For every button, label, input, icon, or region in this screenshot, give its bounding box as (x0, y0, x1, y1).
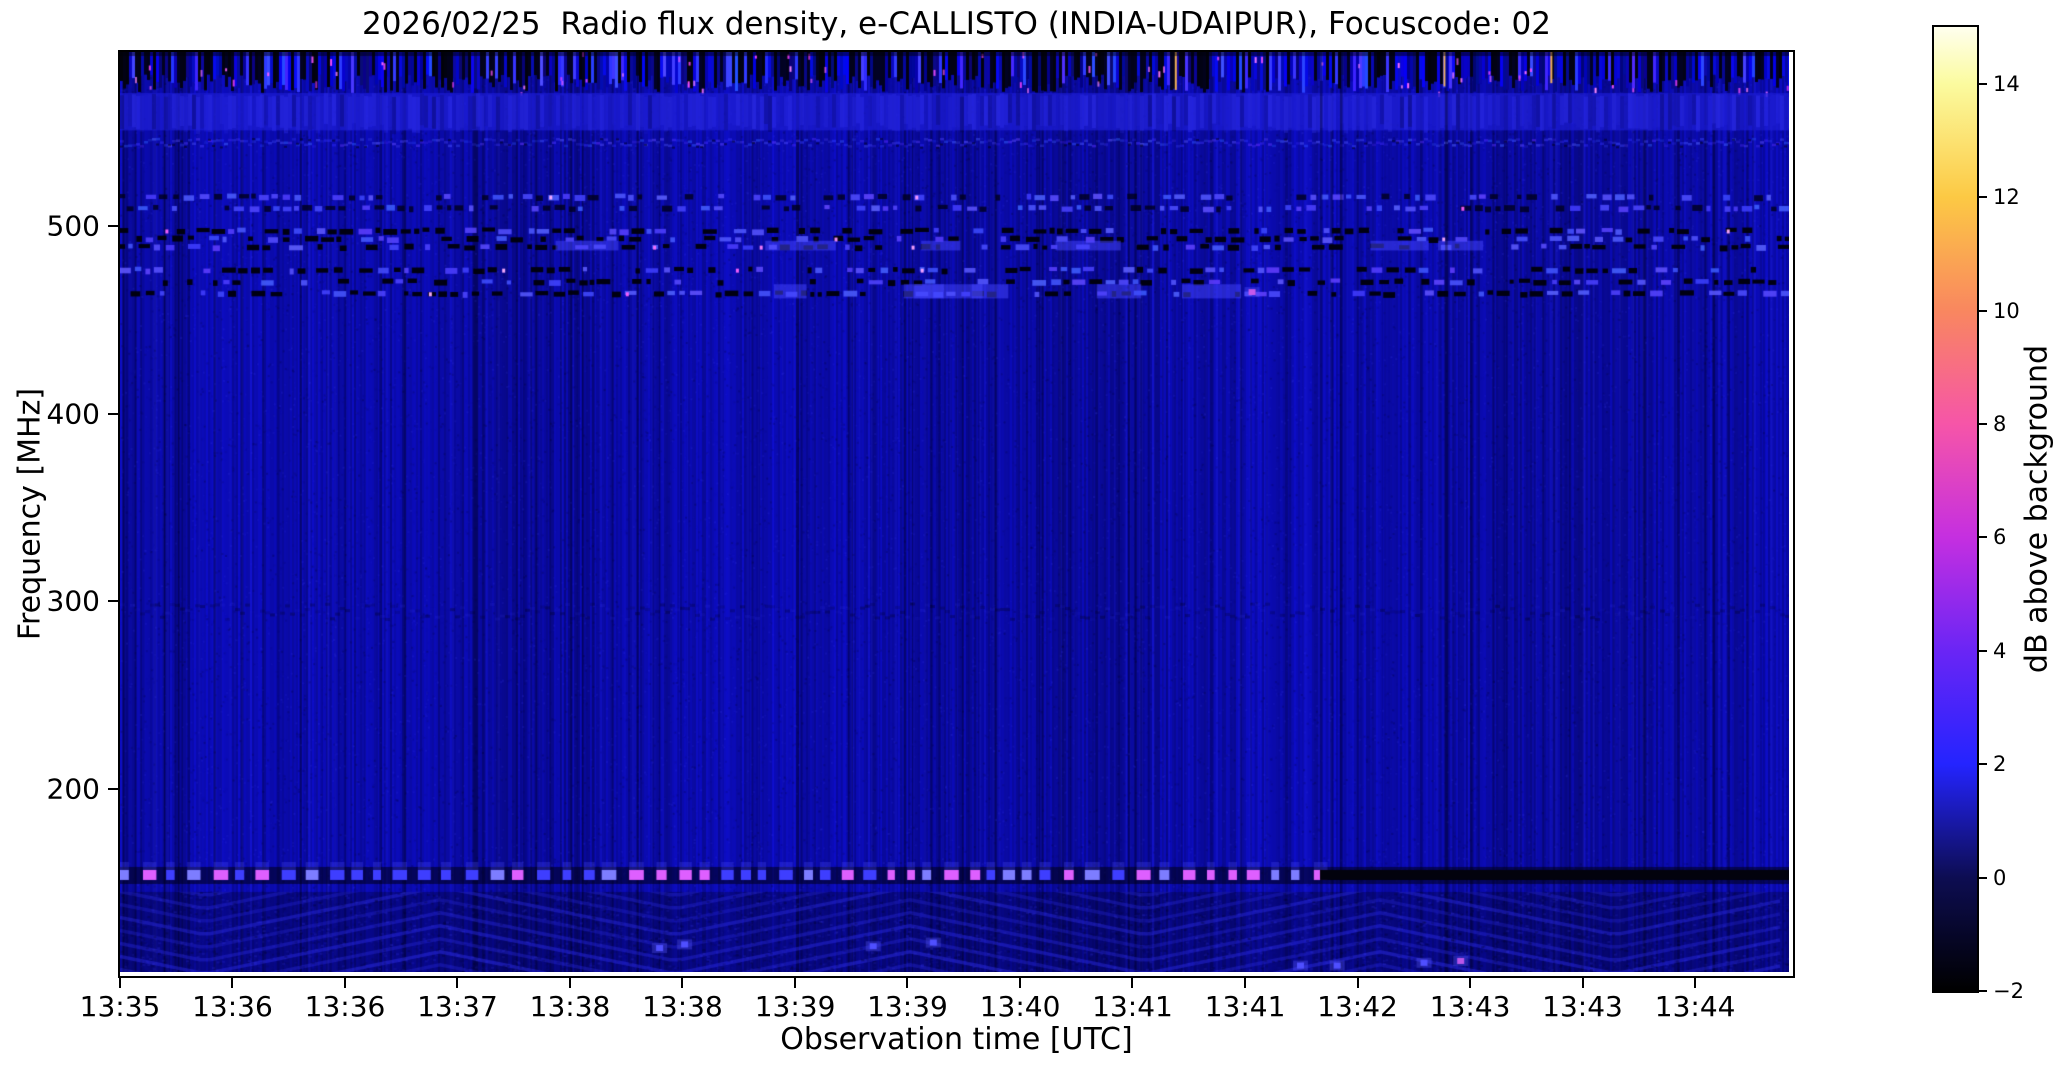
y-tick-label: 500 (46, 209, 100, 243)
colorbar-tick-mark (1979, 422, 1987, 425)
x-tick-mark (906, 978, 909, 988)
colorbar-tick-label: 0 (1993, 865, 2007, 890)
y-axis-label: Frequency [MHz] (12, 387, 48, 641)
y-tick-label: 400 (46, 397, 100, 431)
colorbar-tick-label: 12 (1993, 185, 2020, 210)
colorbar-tick-mark (1979, 536, 1987, 539)
x-tick-label: 13:41 (1092, 990, 1173, 1023)
x-tick-label: 13:38 (642, 990, 723, 1023)
x-tick-mark (1019, 978, 1022, 988)
colorbar-tick-mark (1979, 876, 1987, 879)
colorbar (1932, 25, 1979, 993)
x-tick-mark (1469, 978, 1472, 988)
colorbar-label: dB above background (2019, 344, 2055, 674)
colorbar-tick-mark (1979, 990, 1987, 992)
y-tick-mark (108, 225, 118, 228)
x-tick-label: 13:36 (304, 990, 386, 1023)
x-tick-mark (681, 978, 684, 988)
x-tick-mark (569, 978, 572, 988)
x-tick-mark (344, 978, 347, 988)
x-tick-mark (1131, 978, 1134, 988)
colorbar-tick-label: 4 (1993, 638, 2007, 663)
x-tick-mark (456, 978, 459, 988)
x-tick-mark (119, 978, 121, 988)
colorbar-tick-label: −2 (1993, 979, 2024, 1003)
x-tick-label: 13:40 (979, 990, 1061, 1023)
y-tick-mark (108, 600, 118, 603)
x-tick-label: 13:39 (754, 990, 836, 1023)
x-tick-label: 13:42 (1317, 990, 1398, 1023)
colorbar-gradient (1934, 27, 1977, 991)
x-tick-mark (231, 978, 234, 988)
x-tick-mark (794, 978, 797, 988)
x-tick-mark (1581, 978, 1584, 988)
x-tick-mark (1244, 978, 1247, 988)
colorbar-tick-label: 14 (1993, 71, 2020, 96)
x-tick-label: 13:39 (867, 990, 948, 1023)
x-tick-label: 13:37 (417, 990, 498, 1023)
colorbar-tick-mark (1979, 763, 1987, 766)
x-tick-mark (1356, 978, 1359, 988)
colorbar-tick-label: 10 (1993, 298, 2020, 323)
x-tick-label: 13:38 (529, 990, 611, 1023)
spectrogram-canvas (120, 52, 1789, 972)
colorbar-tick-mark (1979, 649, 1987, 652)
colorbar-tick-mark (1979, 82, 1987, 85)
x-tick-label: 13:36 (192, 990, 273, 1023)
y-tick-mark (108, 787, 118, 790)
y-tick-mark (108, 412, 118, 415)
y-axis-ticks: 500 400 300 200 (0, 52, 118, 976)
chart-title: 2026/02/25 Radio flux density, e-CALLIST… (361, 6, 1552, 42)
x-axis-label: Observation time [UTC] (780, 1022, 1133, 1057)
colorbar-tick-label: 2 (1993, 752, 2007, 777)
x-tick-label: 13:44 (1654, 990, 1736, 1023)
y-tick-label: 300 (46, 584, 100, 618)
x-tick-label: 13:41 (1204, 990, 1286, 1023)
x-tick-label: 13:35 (79, 990, 161, 1023)
x-axis-ticks: 13:35 13:36 13:36 13:37 13:38 13:38 13:39 13:39… (80, 978, 1793, 1038)
x-tick-mark (1694, 978, 1697, 988)
colorbar-tick-label: 8 (1993, 411, 2007, 436)
y-tick-label: 200 (46, 772, 100, 806)
spectrogram-plot-area (118, 50, 1795, 978)
x-tick-label: 13:43 (1542, 990, 1623, 1023)
colorbar-tick-mark (1979, 196, 1987, 199)
x-tick-label: 13:43 (1429, 990, 1511, 1023)
colorbar-tick-label: 6 (1993, 525, 2007, 550)
colorbar-ticks: 14 12 10 8 6 4 2 0 −2 (1977, 27, 2066, 1003)
colorbar-tick-mark (1979, 309, 1987, 312)
